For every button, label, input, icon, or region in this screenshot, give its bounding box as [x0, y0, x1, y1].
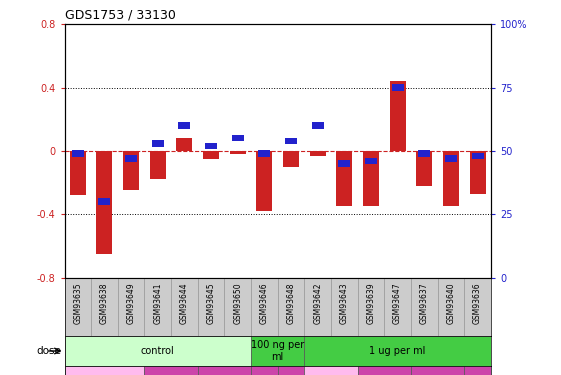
Bar [416, 151, 432, 186]
Text: GDS1753 / 33130: GDS1753 / 33130 [65, 9, 176, 22]
Bar [171, 278, 198, 336]
Bar [384, 278, 411, 336]
Bar [285, 138, 297, 144]
Bar [283, 151, 299, 167]
Bar [443, 151, 459, 206]
Bar [152, 140, 164, 147]
Bar [445, 155, 457, 162]
Bar [278, 278, 304, 336]
Text: GSM93638: GSM93638 [100, 282, 109, 324]
Bar [331, 278, 358, 336]
Bar [358, 278, 384, 336]
Text: control: control [141, 346, 174, 356]
Bar [472, 153, 484, 159]
Bar [99, 198, 111, 205]
Bar [411, 366, 465, 375]
Text: GSM93648: GSM93648 [287, 282, 296, 324]
Text: GSM93645: GSM93645 [206, 282, 215, 324]
Bar [251, 366, 278, 375]
Bar [251, 336, 304, 366]
Text: GSM93647: GSM93647 [393, 282, 402, 324]
Bar [304, 336, 491, 366]
Text: GSM93649: GSM93649 [127, 282, 136, 324]
Bar [145, 278, 171, 336]
Bar [304, 278, 331, 336]
Bar [96, 151, 112, 254]
Bar [197, 366, 251, 375]
Bar [419, 150, 430, 157]
Bar [205, 143, 217, 149]
Bar [310, 151, 325, 156]
Bar [145, 366, 197, 375]
Text: GSM93639: GSM93639 [366, 282, 375, 324]
Bar [224, 278, 251, 336]
Text: GSM93636: GSM93636 [473, 282, 482, 324]
Bar [70, 151, 86, 195]
Bar [123, 151, 139, 190]
Text: GSM93642: GSM93642 [313, 282, 322, 324]
Text: GSM93650: GSM93650 [233, 282, 242, 324]
Bar [178, 123, 190, 129]
Bar [365, 158, 377, 164]
Bar [411, 278, 438, 336]
Text: GSM93635: GSM93635 [73, 282, 82, 324]
Bar [259, 150, 270, 157]
Bar [256, 151, 273, 211]
Bar [358, 366, 411, 375]
Text: GSM93644: GSM93644 [180, 282, 189, 324]
Text: GSM93640: GSM93640 [447, 282, 456, 324]
Bar [65, 278, 91, 336]
Bar [118, 278, 145, 336]
Bar [65, 336, 251, 366]
Bar [438, 278, 465, 336]
Text: GSM93646: GSM93646 [260, 282, 269, 324]
Bar [176, 138, 192, 151]
Bar [363, 151, 379, 206]
Bar [72, 150, 84, 157]
Bar [392, 84, 403, 91]
Text: GSM93637: GSM93637 [420, 282, 429, 324]
Bar [465, 278, 491, 336]
Bar [65, 366, 144, 375]
Bar [197, 278, 224, 336]
Text: GSM93641: GSM93641 [153, 282, 162, 324]
Bar [125, 155, 137, 162]
Bar [203, 151, 219, 159]
Bar [312, 123, 324, 129]
Bar [150, 151, 166, 179]
Bar [470, 151, 485, 194]
Bar [338, 160, 350, 167]
Text: 100 ng per
ml: 100 ng per ml [251, 340, 304, 362]
Text: GSM93643: GSM93643 [340, 282, 349, 324]
Bar [91, 278, 118, 336]
Bar [230, 151, 246, 154]
Bar [278, 366, 304, 375]
Text: 1 ug per ml: 1 ug per ml [370, 346, 426, 356]
Bar [336, 151, 352, 206]
Bar [251, 278, 278, 336]
Bar [232, 135, 243, 141]
Bar [465, 366, 491, 375]
Text: dose: dose [37, 346, 62, 356]
Bar [304, 366, 358, 375]
Bar [389, 81, 406, 151]
